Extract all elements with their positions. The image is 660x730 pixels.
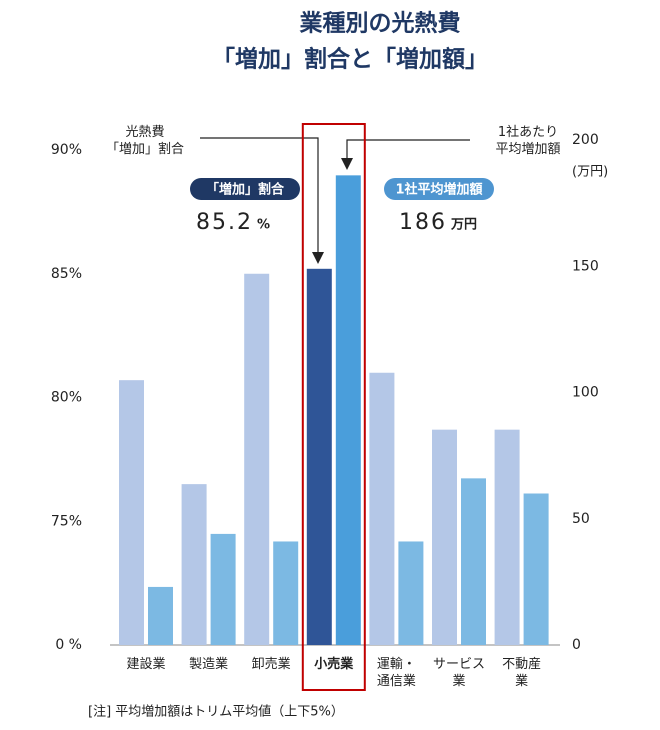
arrow-head bbox=[341, 158, 353, 170]
arrow-head bbox=[312, 252, 324, 264]
bar bbox=[273, 541, 299, 645]
callout-badge bbox=[384, 178, 494, 200]
callout-unit: 万円 bbox=[450, 218, 477, 233]
highlight-box bbox=[301, 123, 366, 691]
bar bbox=[335, 175, 361, 645]
x-tick-label: 卸売業 bbox=[251, 657, 291, 672]
bar bbox=[181, 484, 207, 645]
callout-badge bbox=[190, 178, 300, 200]
bar bbox=[461, 478, 486, 645]
y-tick-label: 80% bbox=[51, 390, 82, 406]
callout-value: 85.2 bbox=[196, 210, 253, 235]
callout-title: 1社平均増加額 bbox=[395, 182, 482, 198]
y-tick-label: 75% bbox=[51, 513, 82, 529]
legend-label: 光熱費 「増加」割合 bbox=[105, 125, 184, 157]
x-tick-label: 建設業 bbox=[126, 657, 166, 672]
x-tick-label: 製造業 bbox=[189, 657, 229, 672]
x-tick-label: 小売業 bbox=[314, 657, 354, 672]
bar bbox=[148, 586, 173, 645]
legend-label: 1社あたり 平均増加額 bbox=[495, 125, 561, 157]
callout-unit: % bbox=[257, 218, 270, 233]
x-tick-label: 不動産 業 bbox=[502, 657, 542, 689]
bar bbox=[432, 429, 457, 645]
title-line-2: 「増加」割合と「増加額」 bbox=[212, 46, 488, 73]
y2-tick-label: 200 bbox=[572, 132, 599, 148]
x-tick-label: サービス 業 bbox=[432, 657, 485, 689]
y-tick-label: 90% bbox=[51, 142, 82, 158]
y2-unit: (万円) bbox=[572, 165, 608, 180]
bar bbox=[244, 273, 270, 645]
callout-title: 「増加」割合 bbox=[206, 182, 285, 198]
arrow-left bbox=[200, 137, 319, 258]
bar bbox=[523, 493, 549, 645]
x-tick-label: 運輸・ 通信業 bbox=[376, 657, 416, 689]
y2-tick-label: 150 bbox=[572, 258, 599, 274]
bar bbox=[398, 541, 424, 645]
callout-value: 186 bbox=[399, 210, 447, 235]
note: [注] 平均増加額はトリム平均値（上下5%） bbox=[88, 704, 344, 720]
title-line-1: 業種別の光熱費 bbox=[299, 10, 461, 37]
y2-tick-label: 50 bbox=[572, 511, 590, 527]
y-tick-label: 85% bbox=[51, 266, 82, 282]
y-tick-label: 0 % bbox=[55, 637, 82, 653]
y2-tick-label: 0 bbox=[572, 637, 581, 653]
bar bbox=[210, 533, 236, 645]
bar bbox=[119, 380, 144, 645]
bar bbox=[494, 429, 520, 645]
bar bbox=[369, 372, 395, 645]
bar bbox=[306, 268, 332, 645]
arrow-right bbox=[346, 139, 470, 162]
y2-tick-label: 100 bbox=[572, 385, 599, 401]
